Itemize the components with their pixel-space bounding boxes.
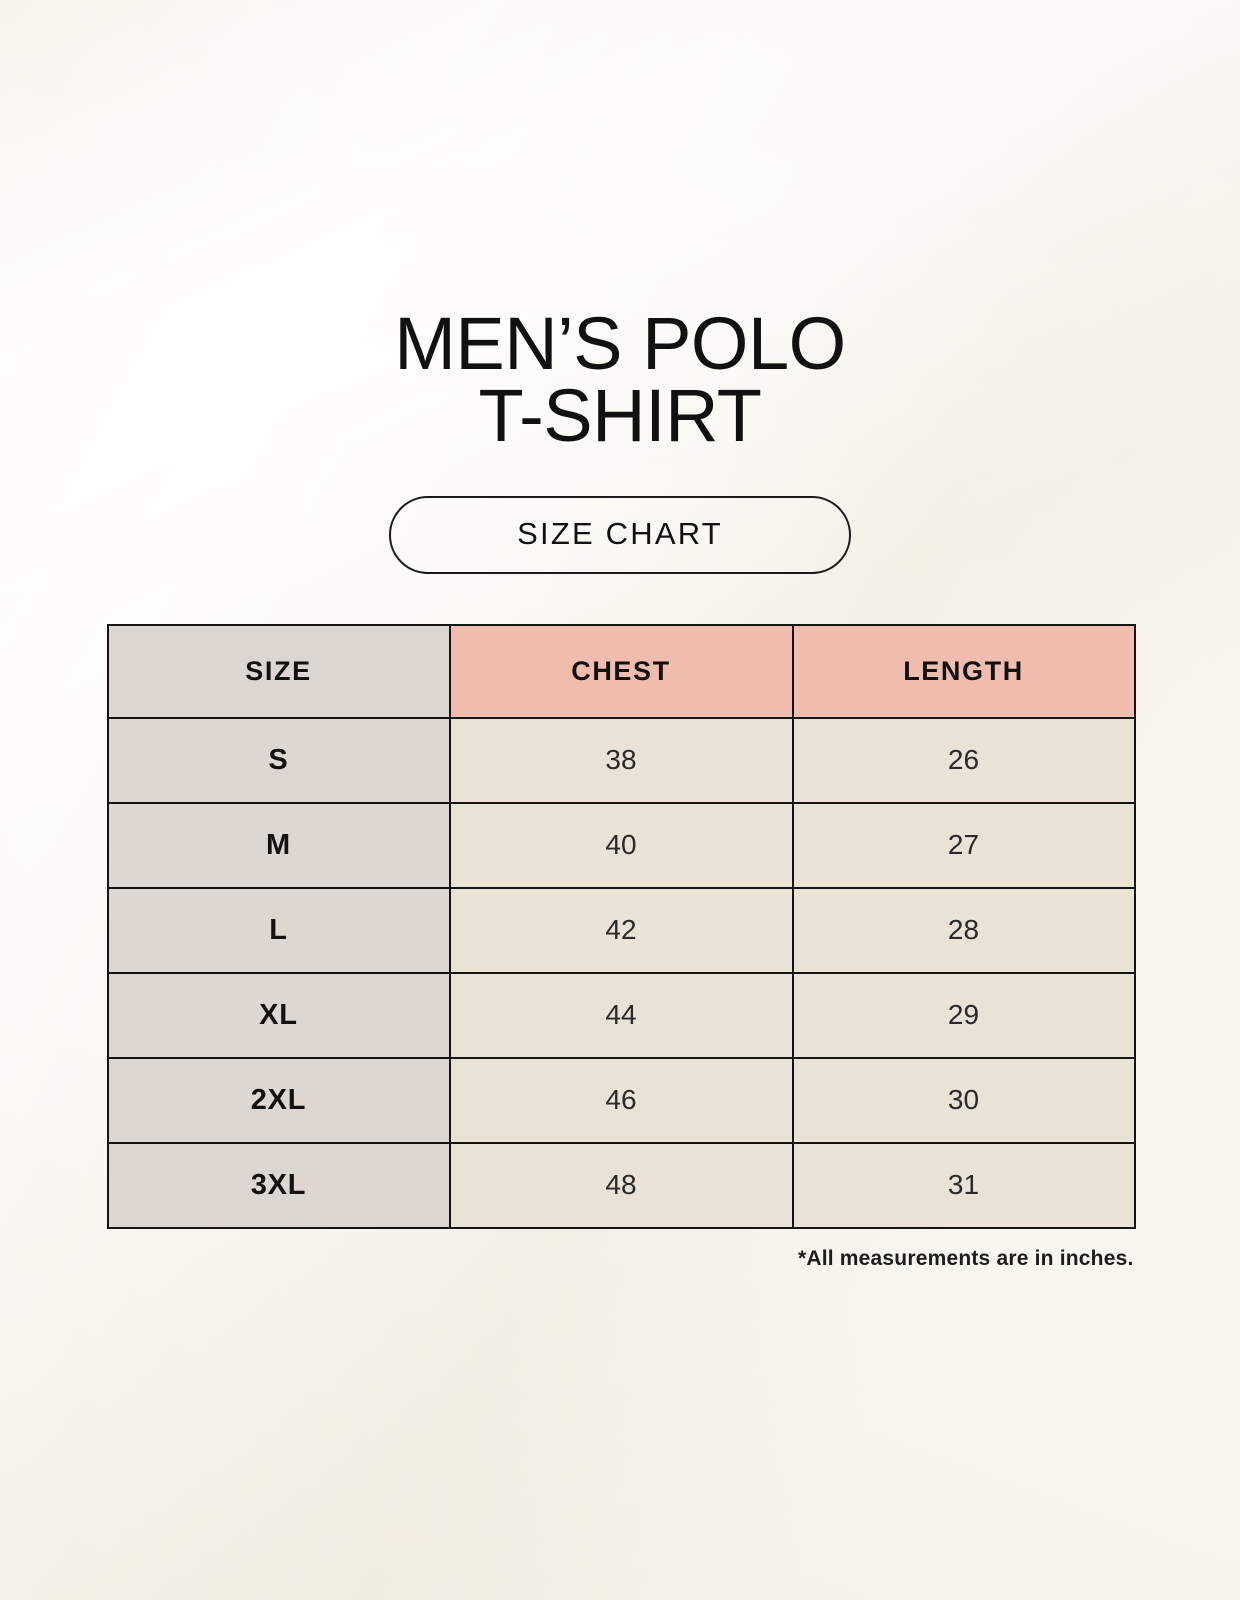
size-table-wrap: SIZE CHEST LENGTH S 38 26 M 40 27 xyxy=(106,623,1136,1229)
cell-size: 2XL xyxy=(106,1056,451,1144)
cell-length: 31 xyxy=(791,1141,1136,1229)
column-header-length: LENGTH xyxy=(791,623,1136,719)
table-row: M 40 27 xyxy=(106,801,1136,889)
table-row: XL 44 29 xyxy=(106,971,1136,1059)
size-chart-table: SIZE CHEST LENGTH S 38 26 M 40 27 xyxy=(106,623,1136,1229)
cell-chest: 38 xyxy=(448,716,794,804)
cell-length: 26 xyxy=(791,716,1136,804)
table-row: 2XL 46 30 xyxy=(106,1056,1136,1144)
page-title: MEN’S POLO T-SHIRT xyxy=(0,302,1240,457)
cell-length: 27 xyxy=(791,801,1136,889)
title-block: MEN’S POLO T-SHIRT xyxy=(0,0,1240,457)
column-header-size: SIZE xyxy=(106,623,451,719)
table-row: L 42 28 xyxy=(106,886,1136,974)
cell-chest: 48 xyxy=(448,1141,794,1229)
size-table-body: S 38 26 M 40 27 L 42 28 XL xyxy=(106,716,1136,1229)
table-header-row: SIZE CHEST LENGTH xyxy=(106,623,1136,719)
cell-chest: 44 xyxy=(448,971,794,1059)
page-title-line-2: T-SHIRT xyxy=(478,373,762,457)
cell-size: XL xyxy=(106,971,451,1059)
measurements-footnote: *All measurements are in inches. xyxy=(797,1246,1134,1270)
size-chart-badge: SIZE CHART xyxy=(389,495,851,574)
size-table-head: SIZE CHEST LENGTH xyxy=(106,623,1136,719)
column-header-chest: CHEST xyxy=(448,623,794,719)
cell-chest: 40 xyxy=(448,801,794,889)
cell-chest: 42 xyxy=(448,886,794,974)
table-row: 3XL 48 31 xyxy=(106,1141,1136,1229)
cell-size: S xyxy=(106,716,451,804)
size-chart-badge-wrap: SIZE CHART xyxy=(0,495,1240,574)
cell-length: 29 xyxy=(791,971,1136,1059)
cell-length: 28 xyxy=(791,886,1136,974)
cell-size: L xyxy=(106,886,451,974)
cell-chest: 46 xyxy=(448,1056,794,1144)
cell-length: 30 xyxy=(791,1056,1136,1144)
cell-size: M xyxy=(106,801,451,889)
page-content: MEN’S POLO T-SHIRT SIZE CHART SIZE CHEST… xyxy=(0,0,1240,1270)
page-title-line-1: MEN’S POLO xyxy=(394,302,846,385)
table-row: S 38 26 xyxy=(106,716,1136,804)
cell-size: 3XL xyxy=(106,1141,451,1229)
